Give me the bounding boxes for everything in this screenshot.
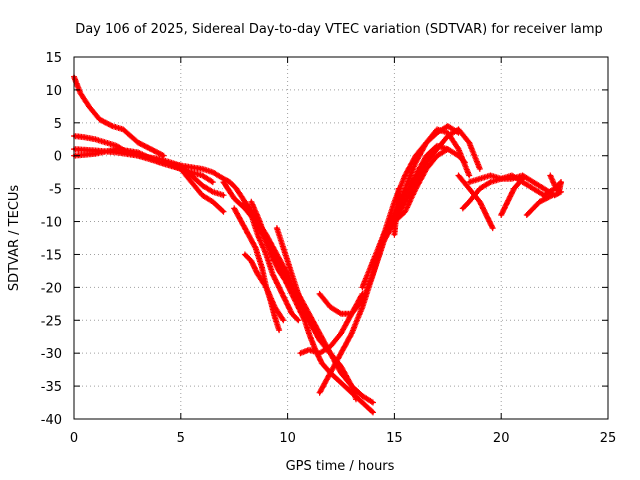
series-point-markers: [455, 172, 496, 232]
series-track-15: [359, 142, 451, 291]
series-point-markers: [391, 185, 402, 238]
y-tick-label: 15: [45, 51, 62, 66]
series-point-markers: [273, 225, 334, 357]
series-track-1: [71, 73, 167, 159]
axis-ticks: [73, 56, 609, 420]
y-tick-label: -30: [41, 347, 62, 362]
y-tick-label: -10: [41, 216, 62, 231]
series-track-11: [241, 251, 287, 324]
series-track-19: [455, 172, 496, 232]
x-axis-label: GPS time / hours: [286, 459, 395, 474]
y-tick-label: -5: [49, 183, 62, 198]
y-tick-label: -35: [41, 380, 62, 395]
x-tick-label: 25: [600, 431, 617, 446]
x-tick-label: 5: [177, 431, 185, 446]
series-track-18: [391, 185, 402, 238]
x-tick-label: 10: [279, 431, 296, 446]
x-tick-label: 0: [70, 431, 78, 446]
data-series: [71, 73, 564, 416]
x-tick-label: 20: [493, 431, 510, 446]
series-point-markers: [523, 192, 556, 218]
series-track-10: [273, 225, 334, 357]
y-tick-label: 5: [54, 117, 62, 132]
series-point-markers: [380, 146, 468, 238]
y-tick-labels: 15 10 5 0 -5 -10 -15 -20 -25 -30 -35 -40: [41, 51, 62, 428]
y-tick-label: 10: [45, 84, 62, 99]
y-tick-label: -15: [41, 248, 62, 263]
y-tick-label: -40: [41, 413, 62, 428]
x-tick-labels: 0 5 10 15 20 25: [70, 431, 616, 446]
plot-frame: [73, 56, 609, 420]
y-tick-label: 0: [54, 150, 62, 165]
y-axis-label: SDTVAR / TECUs: [7, 185, 22, 292]
series-point-markers: [241, 251, 287, 324]
x-tick-label: 15: [386, 431, 403, 446]
series-track-22: [498, 175, 526, 218]
series-point-markers: [498, 175, 526, 218]
series-point-markers: [547, 172, 564, 195]
y-tick-label: -20: [41, 281, 62, 296]
series-track-23: [523, 192, 556, 218]
series-track-24: [547, 172, 564, 195]
chart-title: Day 106 of 2025, Sidereal Day-to-day VTE…: [75, 22, 603, 37]
y-tick-label: -25: [41, 314, 62, 329]
